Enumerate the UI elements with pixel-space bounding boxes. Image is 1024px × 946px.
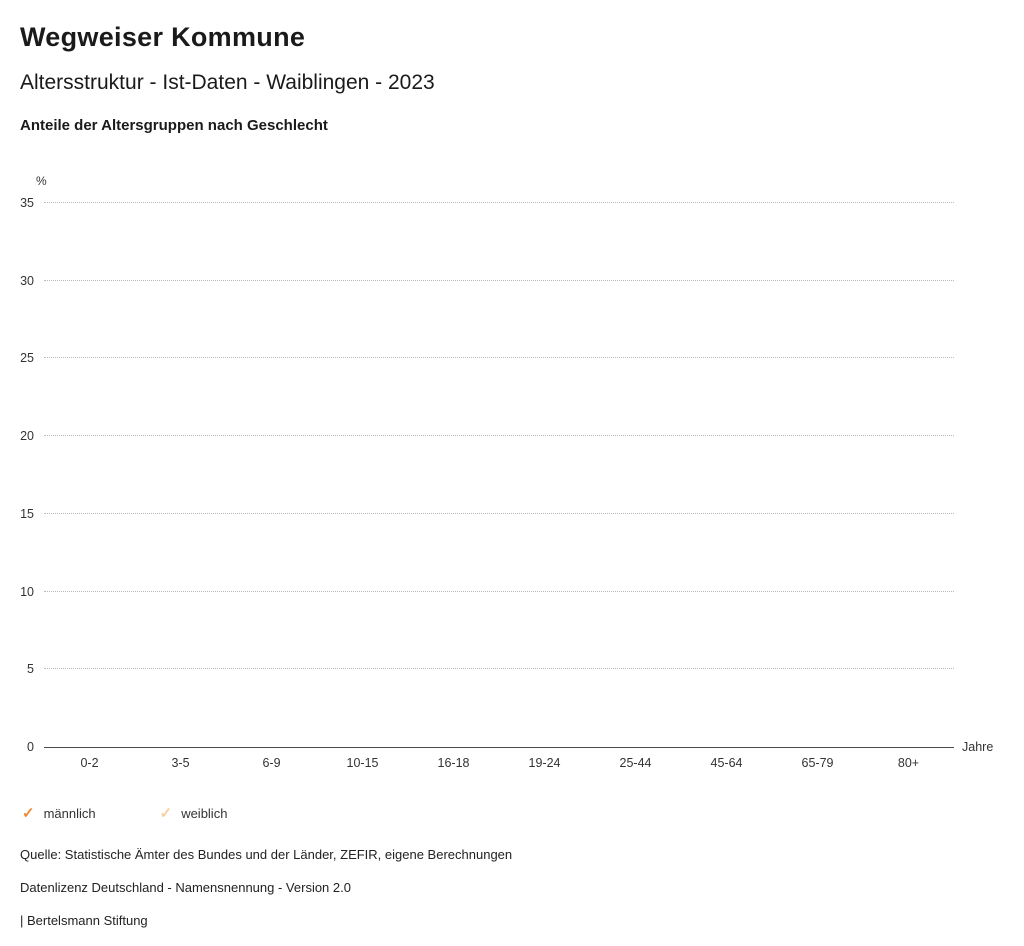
x-axis-unit-label: Jahre (962, 740, 994, 754)
check-icon: ✓ (159, 805, 173, 822)
plot-area: Jahre 0 5 10 15 20 25 30 35 (20, 196, 993, 754)
y-tick-30: 30 (20, 273, 34, 288)
x-tick-10-15: 10-15 (346, 756, 379, 770)
gridline-35 (44, 202, 954, 203)
y-tick-15: 15 (20, 506, 34, 521)
x-tick-19-24: 19-24 (528, 756, 561, 770)
y-tick-20: 20 (20, 429, 34, 444)
source-note: Quelle: Statistische Ämter des Bundes un… (20, 847, 513, 862)
x-tick-0-2: 0-2 (80, 756, 99, 770)
x-tick-16-18: 16-18 (437, 756, 470, 770)
gridline-10 (44, 590, 954, 592)
x-tick-3-5: 3-5 (171, 756, 190, 770)
bar-groups (44, 203, 954, 747)
legend-label: weiblich (181, 806, 228, 821)
y-tick-0: 0 (27, 740, 34, 754)
y-axis-unit-label: % (36, 174, 47, 188)
page-title: Wegweiser Kommune (20, 22, 306, 52)
x-tick-80+: 80+ (897, 756, 920, 770)
y-tick-35: 35 (20, 196, 34, 210)
gridline-5 (44, 668, 954, 670)
legend: ✓ männlich ✓ weiblich (22, 806, 1004, 821)
chart-subtitle: Altersstruktur - Ist-Daten - Waiblingen … (20, 71, 435, 94)
legend-label: männlich (43, 806, 96, 821)
x-tick-65-79: 65-79 (801, 756, 834, 770)
license-note: Datenlizenz Deutschland - Namensnennung … (20, 880, 351, 895)
gridline-20 (44, 435, 954, 437)
footer: Quelle: Statistische Ämter des Bundes un… (20, 847, 1004, 928)
check-icon: ✓ (22, 805, 35, 822)
attribution-note: | Bertelsmann Stiftung (20, 913, 148, 928)
legend-item-männlich[interactable]: ✓ männlich (22, 806, 96, 821)
gridline-30 (44, 279, 954, 281)
bar-chart: % Jahre 0 5 10 15 20 25 30 35 0-2 3-5 6-9 10-15 16-… (20, 174, 1004, 770)
x-axis-labels: 0-2 3-5 6-9 10-15 16-18 19-24 25-44 45-64 65-79 8… (44, 756, 954, 770)
chart-heading: Anteile der Altersgruppen nach Geschlech… (20, 117, 328, 134)
legend-item-weiblich[interactable]: ✓ weiblich (160, 806, 228, 821)
y-tick-5: 5 (27, 662, 34, 677)
x-tick-45-64: 45-64 (710, 756, 743, 770)
x-tick-25-44: 25-44 (619, 756, 652, 770)
x-tick-6-9: 6-9 (262, 756, 281, 770)
y-tick-10: 10 (20, 584, 34, 599)
y-tick-25: 25 (20, 351, 34, 366)
gridline-25 (44, 357, 954, 359)
gridline-15 (44, 512, 954, 514)
